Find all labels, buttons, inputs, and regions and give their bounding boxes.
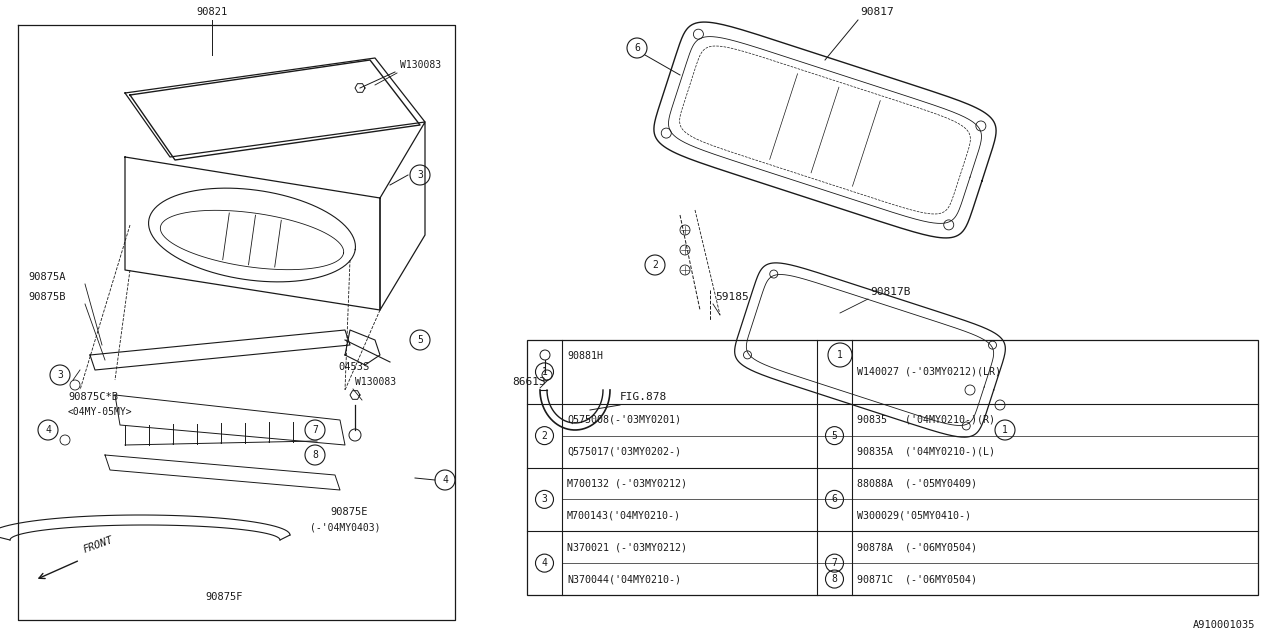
Text: <04MY-05MY>: <04MY-05MY> [68,407,133,417]
Text: Q575017('03MY0202-): Q575017('03MY0202-) [567,447,681,456]
Text: 5: 5 [417,335,422,345]
Text: 1: 1 [1002,425,1007,435]
Text: 90875C*B: 90875C*B [68,392,118,402]
Text: FRONT: FRONT [82,535,115,555]
Text: Q575008(-'03MY0201): Q575008(-'03MY0201) [567,415,681,425]
Text: 90878A  (-'06MY0504): 90878A (-'06MY0504) [858,542,977,552]
Text: 90817: 90817 [860,7,893,17]
Text: FIG.878: FIG.878 [620,392,667,402]
Text: N370021 (-'03MY0212): N370021 (-'03MY0212) [567,542,687,552]
Text: 88088A  (-'05MY0409): 88088A (-'05MY0409) [858,479,977,488]
Text: 0453S: 0453S [338,362,369,372]
Text: 4: 4 [442,475,448,485]
Text: A910001035: A910001035 [1193,620,1254,630]
Text: 90875A: 90875A [28,272,65,282]
Text: 6: 6 [832,494,837,504]
Text: 2: 2 [652,260,658,270]
Bar [527,340,1258,595]
Text: 3: 3 [541,494,548,504]
Text: 7: 7 [312,425,317,435]
Text: 59185: 59185 [716,292,749,302]
Text: 4: 4 [541,558,548,568]
Text: 90821: 90821 [196,7,228,17]
Text: W300029('05MY0410-): W300029('05MY0410-) [858,510,972,520]
Text: 5: 5 [832,431,837,440]
Text: 90881H: 90881H [567,351,603,361]
Text: 3: 3 [58,370,63,380]
Text: (-'04MY0403): (-'04MY0403) [310,522,380,532]
Text: 2: 2 [541,431,548,440]
Text: 4: 4 [45,425,51,435]
Text: 90875F: 90875F [205,592,242,602]
Text: 1: 1 [541,367,548,377]
Text: 90835   ('04MY0210-)(R): 90835 ('04MY0210-)(R) [858,415,995,425]
Text: W130083: W130083 [355,377,396,387]
Text: W140027 (-'03MY0212)(LR): W140027 (-'03MY0212)(LR) [858,367,1001,377]
Text: M700132 (-'03MY0212): M700132 (-'03MY0212) [567,479,687,488]
Text: 86613: 86613 [512,377,545,387]
Text: N370044('04MY0210-): N370044('04MY0210-) [567,574,681,584]
Text: 90875E: 90875E [330,507,367,517]
Text: M700143('04MY0210-): M700143('04MY0210-) [567,510,681,520]
Text: 90875B: 90875B [28,292,65,302]
Text: 6: 6 [634,43,640,53]
Text: 90871C  (-'06MY0504): 90871C (-'06MY0504) [858,574,977,584]
Text: 90835A  ('04MY0210-)(L): 90835A ('04MY0210-)(L) [858,447,995,456]
Text: 8: 8 [832,574,837,584]
Text: 8: 8 [312,450,317,460]
Text: 7: 7 [832,558,837,568]
Text: 90817B: 90817B [870,287,910,297]
Text: W130083: W130083 [401,60,442,70]
Text: 3: 3 [417,170,422,180]
Text: 1: 1 [837,350,844,360]
